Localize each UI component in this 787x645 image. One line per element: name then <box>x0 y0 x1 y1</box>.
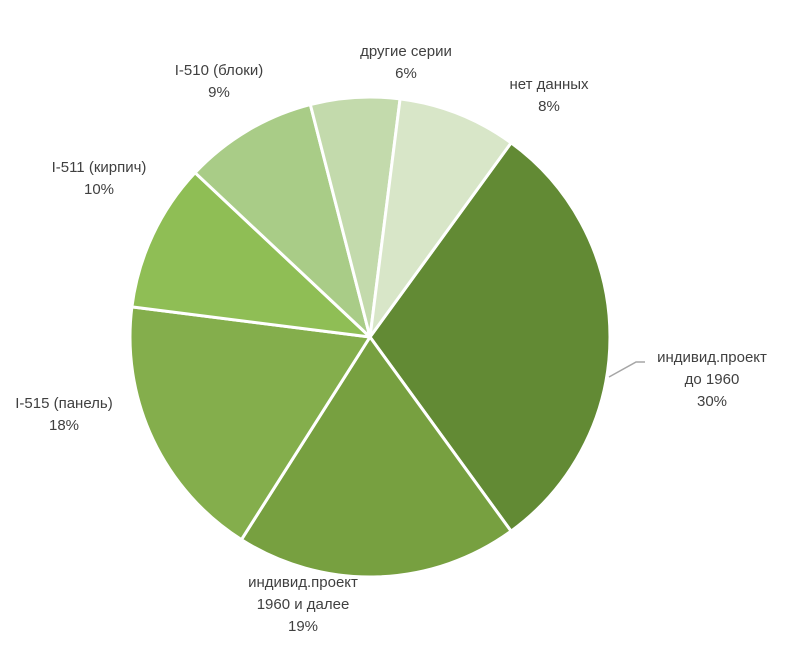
slice-category-label: нет данных <box>509 76 589 93</box>
slice-percent-label: 8% <box>538 98 560 115</box>
slice-percent-label: 19% <box>288 618 318 635</box>
slice-category-label: 1960 и далее <box>257 596 350 613</box>
slice-percent-label: 30% <box>697 393 727 410</box>
slice-category-label: I-510 (блоки) <box>175 62 263 79</box>
slice-percent-label: 10% <box>84 181 114 198</box>
slice-data-label: I-510 (блоки) 9% <box>175 62 263 101</box>
pie-slice <box>193 103 372 339</box>
pie-slice <box>368 141 612 533</box>
slice-category-label: I-511 (кирпич) <box>52 159 147 176</box>
slice-category-label: I-515 (панель) <box>15 395 113 412</box>
slice-category-label: до 1960 <box>685 371 740 388</box>
slice-category-label: индивид.проект <box>657 349 767 366</box>
slice-data-label: I-515 (панель) 18% <box>15 395 113 434</box>
slice-data-label: индивид.проект 1960 и далее 19% <box>248 574 358 635</box>
slice-data-label: нет данных 8% <box>509 76 589 115</box>
pie-slice <box>368 97 513 339</box>
slice-data-label: индивид.проект до 1960 30% <box>657 349 767 410</box>
slice-data-label: другие серии 6% <box>360 43 452 82</box>
pie-slice <box>239 335 513 579</box>
leader-line <box>608 361 645 378</box>
pie-slice <box>128 305 372 542</box>
pie-slice <box>130 171 372 339</box>
slice-data-label: I-511 (кирпич) 10% <box>52 159 147 198</box>
slice-percent-label: 18% <box>49 417 79 434</box>
slice-percent-label: 9% <box>208 84 230 101</box>
slice-category-label: другие серии <box>360 43 452 60</box>
slice-percent-label: 6% <box>395 65 417 82</box>
slice-category-label: индивид.проект <box>248 574 358 591</box>
